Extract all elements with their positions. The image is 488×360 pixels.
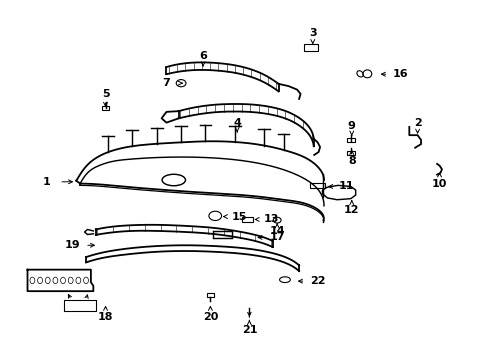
Text: 2: 2 <box>413 118 421 128</box>
Text: 9: 9 <box>347 121 355 131</box>
Text: 8: 8 <box>347 156 355 166</box>
Text: 22: 22 <box>309 276 325 286</box>
Text: 4: 4 <box>233 118 241 128</box>
Text: 5: 5 <box>102 89 109 99</box>
Text: 16: 16 <box>392 69 407 79</box>
Text: 19: 19 <box>65 240 81 250</box>
Text: 20: 20 <box>202 312 218 322</box>
Text: 6: 6 <box>199 51 206 61</box>
Text: 14: 14 <box>269 226 285 236</box>
Text: 11: 11 <box>339 181 354 192</box>
Text: 21: 21 <box>241 325 257 335</box>
Text: 1: 1 <box>43 177 51 187</box>
Text: 15: 15 <box>231 212 247 221</box>
Text: 17: 17 <box>269 232 285 242</box>
Text: 18: 18 <box>98 312 113 322</box>
Text: 3: 3 <box>308 28 316 38</box>
Text: 10: 10 <box>431 179 447 189</box>
Text: 13: 13 <box>263 215 279 224</box>
Text: 12: 12 <box>344 206 359 216</box>
Text: 7: 7 <box>163 78 170 88</box>
